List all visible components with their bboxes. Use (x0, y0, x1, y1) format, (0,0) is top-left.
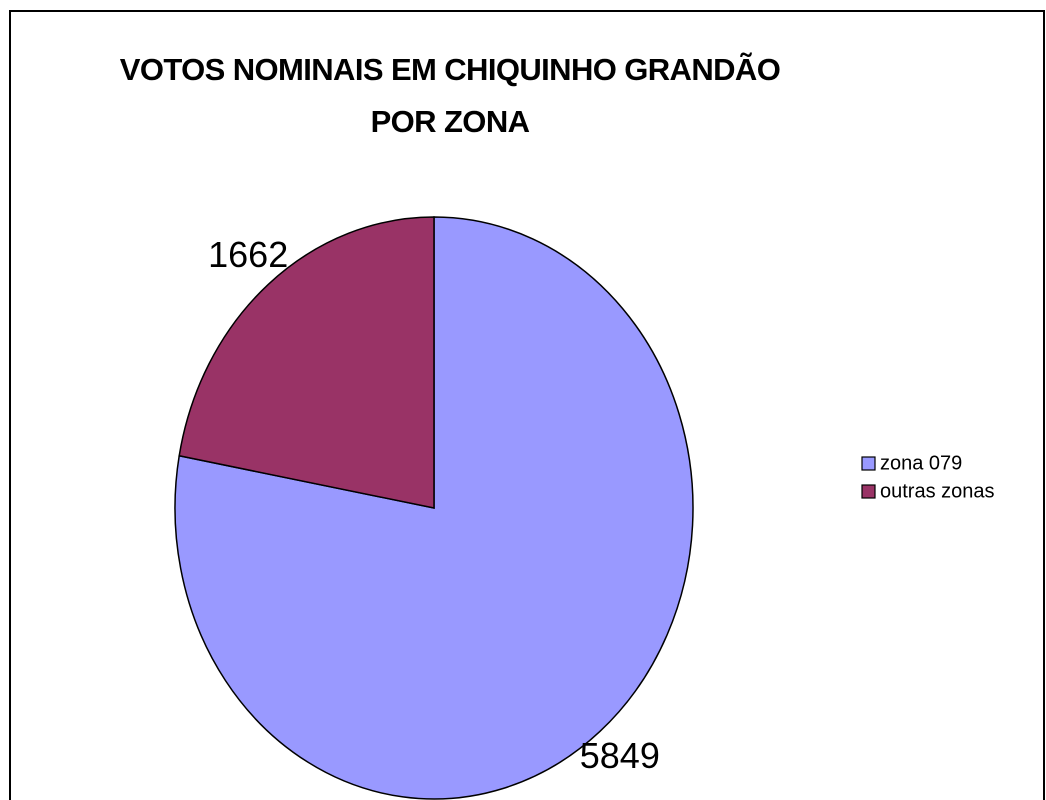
legend-swatch (861, 484, 876, 499)
pie-slice (174, 216, 694, 800)
legend-label: zona 079 (880, 452, 962, 474)
chart-border (9, 10, 1045, 800)
data-label: 5849 (580, 735, 660, 776)
legend-label: outras zonas (880, 480, 995, 502)
data-label: 1662 (208, 234, 288, 275)
chart-title: VOTOS NOMINAIS EM CHIQUINHO GRANDÃO POR … (119, 52, 781, 139)
pie-slice (178, 216, 435, 509)
legend-swatch (861, 456, 876, 471)
